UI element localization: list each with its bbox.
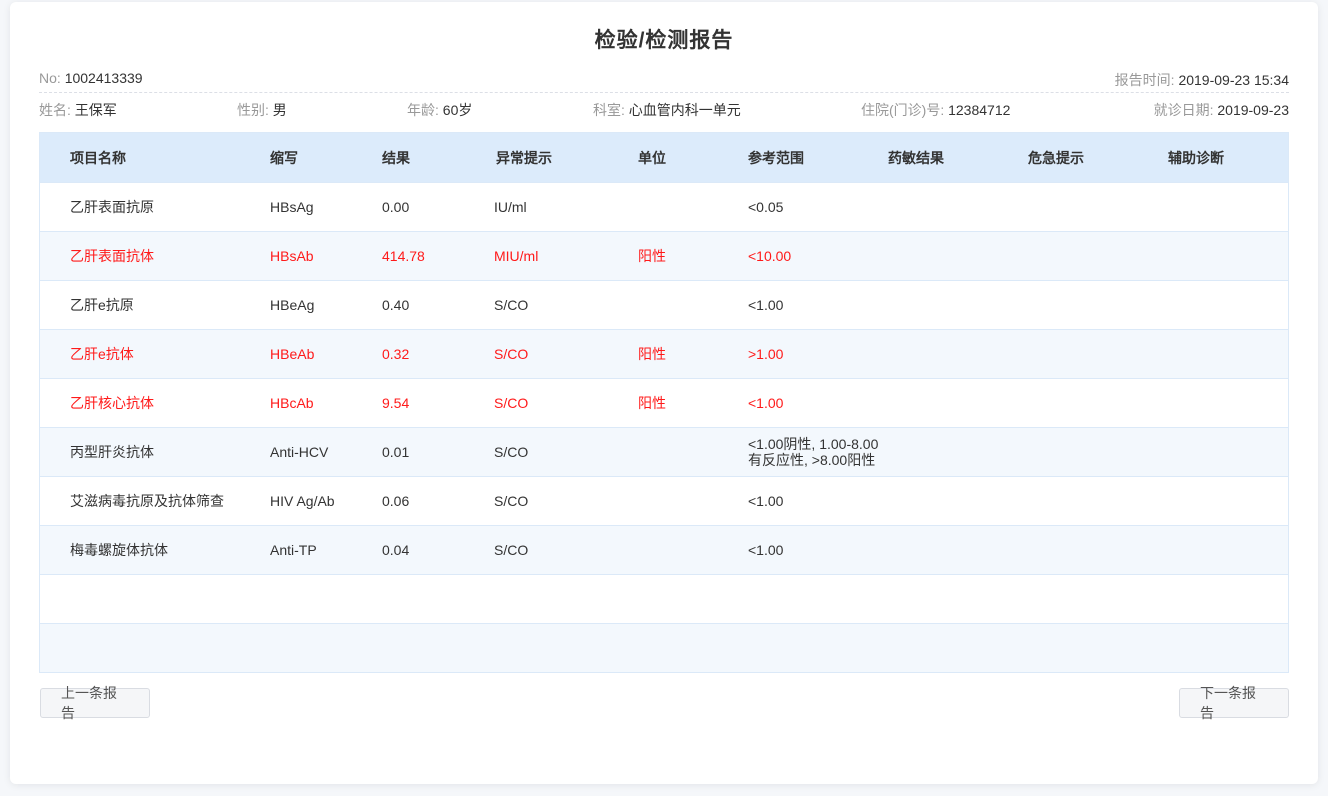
cell-abbr: Anti-TP bbox=[270, 542, 317, 558]
previous-report-button[interactable]: 上一条报告 bbox=[40, 685, 150, 721]
table-row: 丙型肝炎抗体 Anti-HCV 0.01 S/CO <1.00阴性, 1.00-… bbox=[40, 428, 1288, 477]
cell-reference: <1.00 bbox=[748, 542, 784, 558]
cell-reference: <1.00 bbox=[748, 297, 784, 313]
cell-result: 0.32 bbox=[382, 346, 410, 362]
column-header-alert: 异常提示 bbox=[496, 149, 552, 166]
table-row: 乙肝表面抗体 HBsAb 414.78 MIU/ml 阳性 <10.00 bbox=[40, 232, 1288, 281]
report-time-label: 报告时间: bbox=[1114, 72, 1175, 88]
next-report-button[interactable]: 下一条报告 bbox=[1179, 685, 1289, 721]
cell-alert: IU/ml bbox=[494, 199, 527, 215]
cell-reference-line: <1.00阴性, 1.00-8.00 bbox=[748, 436, 879, 452]
patient-age-value: 60岁 bbox=[442, 102, 473, 118]
cell-abbr: Anti-HCV bbox=[270, 444, 329, 460]
cell-abbr: HBeAb bbox=[270, 346, 315, 362]
column-header-abbr: 缩写 bbox=[270, 149, 298, 166]
cell-item-name: 丙型肝炎抗体 bbox=[70, 444, 154, 460]
cell-alert: S/CO bbox=[494, 444, 529, 460]
cell-abbr: HBsAg bbox=[270, 199, 314, 215]
patient-info-row: 姓名: 王保军 性别: 男 年龄: 60岁 科室: 心血管内科一单元 住院(门诊… bbox=[39, 100, 1289, 122]
cell-item-name: 乙肝表面抗原 bbox=[70, 199, 154, 215]
cell-reference: <1.00 bbox=[748, 395, 784, 411]
cell-item-name: 乙肝e抗原 bbox=[70, 297, 134, 313]
cell-abbr: HBsAb bbox=[270, 248, 314, 264]
patient-age: 年龄: 60岁 bbox=[407, 100, 472, 120]
patient-name-label: 姓名: bbox=[39, 102, 71, 118]
cell-reference: <1.00阴性, 1.00-8.00 有反应性, >8.00阳性 bbox=[748, 428, 878, 476]
cell-item-name: 艾滋病毒抗原及抗体筛查 bbox=[70, 493, 224, 509]
cell-abbr: HBeAg bbox=[270, 297, 315, 313]
cell-unit: 阳性 bbox=[638, 248, 666, 264]
cell-reference: <10.00 bbox=[748, 248, 792, 264]
cell-item-name: 乙肝表面抗体 bbox=[70, 248, 154, 264]
cell-alert: MIU/ml bbox=[494, 248, 539, 264]
patient-gender-value: 男 bbox=[272, 102, 287, 118]
column-header-reference: 参考范围 bbox=[748, 149, 804, 166]
column-header-diagnosis: 辅助诊断 bbox=[1168, 149, 1224, 166]
report-card: 检验/检测报告 No: 1002413339 报告时间: 2019-09-23 … bbox=[10, 2, 1318, 784]
table-row-empty bbox=[40, 575, 1288, 624]
table-row: 乙肝e抗原 HBeAg 0.40 S/CO <1.00 bbox=[40, 281, 1288, 330]
column-header-result: 结果 bbox=[382, 149, 410, 166]
table-row: 乙肝e抗体 HBeAb 0.32 S/CO 阳性 >1.00 bbox=[40, 330, 1288, 379]
patient-gender: 性别: 男 bbox=[237, 100, 287, 120]
table-row: 乙肝表面抗原 HBsAg 0.00 IU/ml <0.05 bbox=[40, 183, 1288, 232]
cell-result: 9.54 bbox=[382, 395, 410, 411]
patient-department-value: 心血管内科一单元 bbox=[628, 102, 741, 118]
patient-gender-label: 性别: bbox=[237, 102, 269, 118]
report-header-row: No: 1002413339 报告时间: 2019-09-23 15:34 bbox=[39, 70, 1289, 93]
table-row: 乙肝核心抗体 HBcAb 9.54 S/CO 阳性 <1.00 bbox=[40, 379, 1288, 428]
table-header-row: 项目名称 缩写 结果 异常提示 单位 参考范围 药敏结果 危急提示 辅助诊断 bbox=[40, 133, 1288, 183]
patient-inpatient-value: 12384712 bbox=[948, 102, 1011, 118]
patient-name: 姓名: 王保军 bbox=[39, 100, 117, 120]
column-header-drug-sens: 药敏结果 bbox=[888, 149, 944, 166]
cell-reference: <0.05 bbox=[748, 199, 784, 215]
cell-alert: S/CO bbox=[494, 395, 529, 411]
cell-reference-line: 有反应性, >8.00阳性 bbox=[748, 452, 876, 468]
cell-result: 0.40 bbox=[382, 297, 410, 313]
patient-name-value: 王保军 bbox=[74, 102, 117, 118]
report-time: 报告时间: 2019-09-23 15:34 bbox=[1115, 70, 1289, 90]
patient-inpatient-label: 住院(门诊)号: bbox=[861, 102, 945, 118]
cell-item-name: 梅毒螺旋体抗体 bbox=[70, 542, 168, 558]
cell-result: 0.06 bbox=[382, 493, 410, 509]
report-number-value: 1002413339 bbox=[64, 70, 143, 86]
patient-visit-date-label: 就诊日期: bbox=[1153, 102, 1214, 118]
cell-unit: 阳性 bbox=[638, 346, 666, 362]
cell-result: 414.78 bbox=[382, 248, 425, 264]
column-header-unit: 单位 bbox=[638, 149, 666, 166]
cell-unit: 阳性 bbox=[638, 395, 666, 411]
cell-result: 0.04 bbox=[382, 542, 410, 558]
cell-result: 0.00 bbox=[382, 199, 410, 215]
report-number-label: No: bbox=[39, 70, 61, 86]
table-row: 艾滋病毒抗原及抗体筛查 HIV Ag/Ab 0.06 S/CO <1.00 bbox=[40, 477, 1288, 526]
column-header-item-name: 项目名称 bbox=[70, 149, 126, 166]
patient-visit-date: 就诊日期: 2019-09-23 bbox=[1154, 100, 1289, 120]
table-row-empty bbox=[40, 624, 1288, 673]
cell-alert: S/CO bbox=[494, 493, 529, 509]
page-title: 检验/检测报告 bbox=[594, 29, 734, 52]
patient-visit-date-value: 2019-09-23 bbox=[1217, 102, 1289, 118]
report-time-value: 2019-09-23 15:34 bbox=[1178, 72, 1289, 88]
cell-alert: S/CO bbox=[494, 542, 529, 558]
cell-abbr: HIV Ag/Ab bbox=[270, 493, 335, 509]
cell-reference: <1.00 bbox=[748, 493, 784, 509]
report-number: No: 1002413339 bbox=[39, 70, 143, 86]
table-row: 梅毒螺旋体抗体 Anti-TP 0.04 S/CO <1.00 bbox=[40, 526, 1288, 575]
cell-alert: S/CO bbox=[494, 346, 529, 362]
cell-item-name: 乙肝核心抗体 bbox=[70, 395, 154, 411]
patient-department-label: 科室: bbox=[593, 102, 625, 118]
cell-abbr: HBcAb bbox=[270, 395, 314, 411]
cell-alert: S/CO bbox=[494, 297, 529, 313]
patient-age-label: 年龄: bbox=[407, 102, 439, 118]
patient-department: 科室: 心血管内科一单元 bbox=[593, 100, 741, 120]
cell-reference: >1.00 bbox=[748, 346, 784, 362]
cell-result: 0.01 bbox=[382, 444, 410, 460]
patient-inpatient-number: 住院(门诊)号: 12384712 bbox=[861, 100, 1010, 120]
column-header-critical: 危急提示 bbox=[1028, 149, 1084, 166]
cell-item-name: 乙肝e抗体 bbox=[70, 346, 134, 362]
results-table: 项目名称 缩写 结果 异常提示 单位 参考范围 药敏结果 危急提示 辅助诊断 乙… bbox=[39, 132, 1289, 673]
